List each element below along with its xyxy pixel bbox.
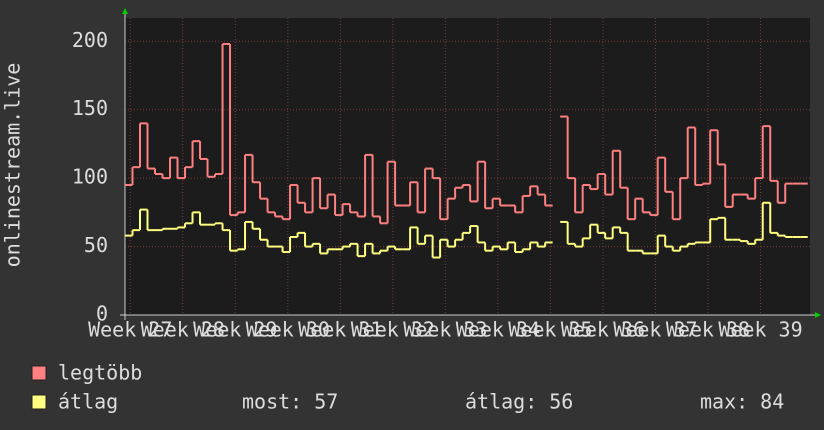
x-tick-label: Week 32: [351, 318, 435, 342]
legend-label: legtöbb: [58, 361, 142, 385]
x-tick-label: Week 27: [88, 318, 172, 342]
x-tick-label: Week 37: [613, 318, 697, 342]
x-tick-label: Week 36: [561, 318, 645, 342]
axis-arrow: [122, 8, 128, 14]
y-tick-label: 200: [72, 28, 108, 52]
stat-value: 56: [549, 390, 573, 414]
stat-label: átlag:: [465, 390, 537, 414]
x-tick-label: Week 30: [246, 318, 330, 342]
legend-swatch: [31, 394, 47, 410]
y-tick-label: 50: [84, 233, 108, 257]
axis-arrow: [815, 312, 821, 318]
x-tick-label: Week 28: [141, 318, 225, 342]
x-tick-label: Week 35: [508, 318, 592, 342]
y-axis-title: onlinestream.live: [1, 63, 25, 268]
stat-value: 84: [760, 390, 784, 414]
stat-label: most:: [242, 390, 302, 414]
x-tick-label: Week 38: [666, 318, 750, 342]
stat-label: max:: [700, 390, 748, 414]
legend-swatch: [31, 365, 47, 381]
x-tick-label: Week 34: [456, 318, 540, 342]
plot-area: [125, 18, 810, 315]
legend-label: átlag: [58, 390, 118, 414]
x-tick-label: Week 39: [718, 318, 802, 342]
y-tick-label: 150: [72, 96, 108, 120]
stat-value: 57: [314, 390, 338, 414]
x-tick-label: Week 33: [403, 318, 487, 342]
y-tick-label: 0: [96, 302, 108, 326]
x-tick-label: Week 29: [193, 318, 277, 342]
x-tick-label: Week 31: [298, 318, 382, 342]
y-tick-label: 100: [72, 165, 108, 189]
